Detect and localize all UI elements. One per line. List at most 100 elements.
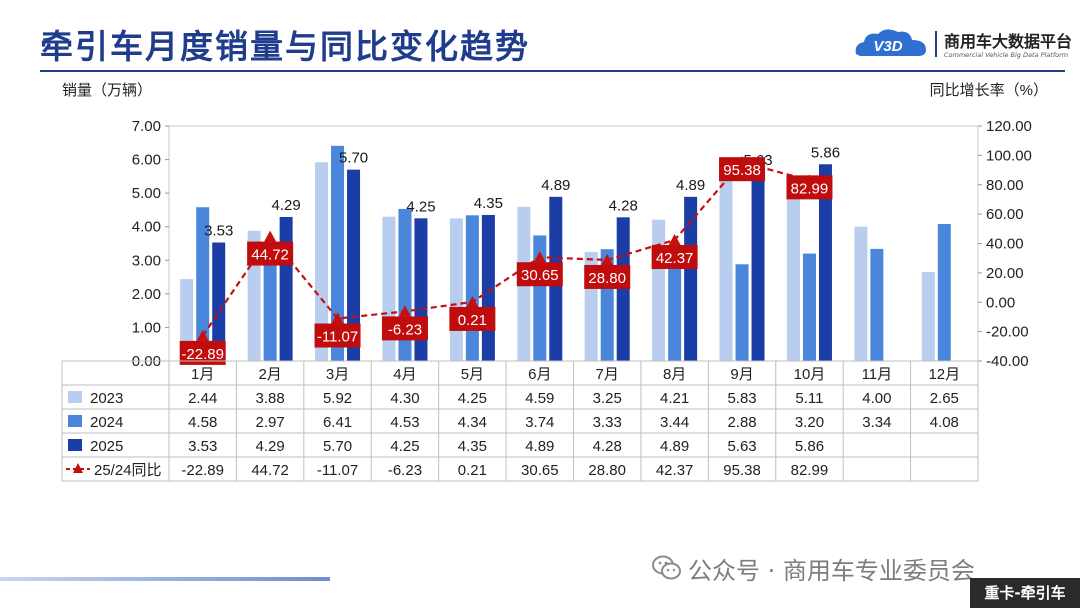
y-tick-label: 7.00 (132, 118, 161, 135)
v3d-logo-icon: V3D (855, 29, 926, 56)
table-cell: 2.88 (727, 414, 756, 431)
legend-swatch (68, 439, 82, 451)
bar-2025 (616, 217, 630, 361)
bar-2023 (786, 189, 800, 361)
brand-name-en: Commercial Vehicle Big Data Platform (944, 51, 1069, 59)
month-label: 5月 (461, 366, 484, 383)
bar-2024 (331, 145, 345, 361)
table-cell: 5.11 (795, 390, 823, 407)
table-cell: 5.92 (323, 390, 352, 407)
bar-value-label: 4.29 (272, 197, 301, 214)
y2-tick-label: 80.00 (986, 177, 1024, 194)
yoy-label: -22.89 (181, 346, 224, 363)
bar-2024 (802, 253, 816, 361)
table-cell: -22.89 (181, 462, 224, 479)
table-cell: 4.28 (593, 438, 622, 455)
month-label: 9月 (730, 366, 753, 383)
table-cell: 4.25 (458, 390, 487, 407)
legend-marker (73, 463, 83, 473)
yoy-label: 0.21 (458, 312, 487, 329)
yoy-label-box (516, 262, 563, 287)
table-cell: 5.86 (795, 438, 824, 455)
y2-tick-label: 20.00 (986, 265, 1024, 282)
y2-tick-label: 0.00 (986, 294, 1015, 311)
table-cell: 3.88 (256, 390, 285, 407)
table-cell: 4.34 (458, 414, 487, 431)
legend-label: 25/24同比 (94, 462, 162, 479)
yoy-marker (601, 253, 614, 265)
table-cell: 5.63 (727, 438, 756, 455)
table-cell: 42.37 (656, 462, 694, 479)
bar-2024 (263, 261, 277, 361)
yoy-label: 42.37 (656, 250, 694, 267)
table-cell: 82.99 (791, 462, 829, 479)
bar-2023 (652, 219, 666, 361)
yoy-marker (533, 251, 546, 263)
yoy-label-box (449, 306, 496, 331)
month-label: 10月 (794, 366, 826, 383)
yoy-label-box (247, 241, 294, 266)
table-cell: 3.25 (593, 390, 622, 407)
legend-label: 2023 (90, 390, 123, 407)
table-cell: -11.07 (317, 462, 358, 479)
page-title: 牵引车月度销量与同比变化趋势 (40, 27, 530, 66)
yoy-label-box (786, 175, 833, 200)
y-tick-label: 4.00 (132, 219, 161, 236)
table-cell: 4.08 (930, 414, 959, 431)
table-cell: 4.59 (525, 390, 554, 407)
table-cell: 2.65 (930, 390, 959, 407)
bar-2025 (481, 214, 495, 361)
table-cell: 28.80 (588, 462, 626, 479)
bar-value-label: 4.35 (474, 195, 503, 212)
bar-2023 (315, 162, 329, 361)
category-tag: 重卡-牵引车 (970, 578, 1080, 608)
yoy-label-box (719, 157, 766, 182)
bar-value-label: 4.89 (676, 177, 705, 194)
table-cell: 5.70 (323, 438, 352, 455)
footer-rule (0, 577, 330, 581)
bar-2024 (668, 245, 682, 361)
bar-2023 (719, 165, 733, 361)
yoy-marker (398, 305, 411, 317)
bar-value-label: 4.25 (406, 198, 435, 215)
yoy-label: -11.07 (317, 329, 358, 346)
bar-value-label: 3.53 (204, 222, 233, 239)
yoy-marker (331, 312, 344, 324)
table-cell: 3.34 (862, 414, 891, 431)
month-label: 2月 (258, 366, 281, 383)
bar-2025 (212, 242, 226, 361)
table-cell: 5.83 (727, 390, 756, 407)
table-cell: 4.58 (188, 414, 217, 431)
table-cell: 4.29 (256, 438, 285, 455)
yoy-label: 95.38 (723, 162, 761, 179)
y2-tick-label: 120.00 (986, 118, 1032, 135)
yoy-marker (466, 295, 479, 307)
bar-2023 (854, 226, 868, 361)
y2-tick-label: 40.00 (986, 236, 1024, 253)
yoy-label: 28.80 (588, 270, 626, 287)
table-cell: 95.38 (723, 462, 761, 479)
month-label: 12月 (928, 366, 960, 383)
yoy-label: 44.72 (251, 247, 289, 264)
month-label: 4月 (393, 366, 416, 383)
y2-tick-label: 100.00 (986, 147, 1032, 164)
yoy-label-box (584, 264, 631, 289)
month-label: 7月 (596, 366, 619, 383)
table-cell: 6.41 (323, 414, 352, 431)
y2-tick-label: -40.00 (986, 353, 1029, 370)
y-tick-label: 3.00 (132, 252, 161, 269)
month-label: 3月 (326, 366, 349, 383)
month-label: 8月 (663, 366, 686, 383)
bar-2023 (449, 218, 463, 361)
watermark-text: 公众号 · 商用车专业委员会 (688, 557, 975, 585)
bar-2024 (465, 215, 479, 361)
yoy-marker (668, 234, 681, 246)
yoy-label: 30.65 (521, 267, 559, 284)
table-cell: 3.20 (795, 414, 824, 431)
table-cell: 4.53 (390, 414, 419, 431)
y-tick-label: 1.00 (132, 319, 161, 336)
table-cell: 4.89 (660, 438, 689, 455)
bar-2023 (921, 272, 935, 361)
table-cell: 2.44 (188, 390, 217, 407)
yoy-label-box (651, 245, 698, 270)
